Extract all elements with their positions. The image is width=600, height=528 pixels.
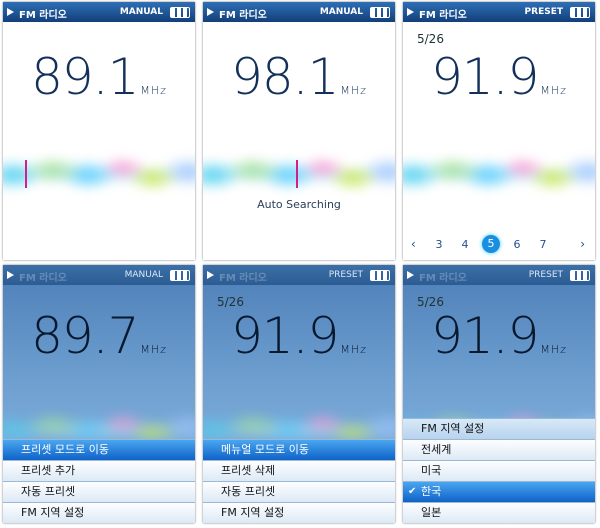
menu-item[interactable]: FM 지역 설정 xyxy=(203,502,395,523)
mode-label: PRESET xyxy=(528,270,563,280)
preset-bar: ‹ › 3 4 5 6 7 xyxy=(403,234,595,256)
frequency: 89.7 MHz xyxy=(3,307,195,365)
preset-counter: 5/26 xyxy=(217,295,244,309)
app-title: FM 라디오 xyxy=(19,10,67,21)
radio-screen: FM 라디오 MANUAL 89.1 MHz xyxy=(3,2,195,260)
menu-item[interactable]: 일본 xyxy=(403,502,595,523)
status-bar: FM 라디오 PRESET xyxy=(203,265,395,285)
battery-icon xyxy=(170,270,190,281)
options-menu: FM 지역 설정 전세계 미국 한국 ✔ 일본 xyxy=(403,418,595,523)
status-bar: FM 라디오 PRESET xyxy=(403,265,595,285)
fm-icon xyxy=(207,8,214,16)
status-bar: FM 라디오 MANUAL xyxy=(3,265,195,285)
app-title: FM 라디오 xyxy=(19,273,67,284)
frequency: 91.9 MHz xyxy=(403,48,595,106)
options-menu: 프리셋 모드로 이동 프리셋 추가 자동 프리셋 FM 지역 설정 xyxy=(3,439,195,523)
menu-item[interactable]: 프리셋 추가 xyxy=(3,460,195,481)
prev-arrow[interactable]: ‹ xyxy=(411,237,416,251)
frequency-unit: MHz xyxy=(540,343,567,356)
fm-icon xyxy=(407,271,414,279)
check-mark: ✔ xyxy=(408,486,417,497)
app-title: FM 라디오 xyxy=(219,10,267,21)
fm-icon xyxy=(7,8,14,16)
app-title: FM 라디오 xyxy=(419,10,467,21)
radio-screen: FM 라디오 MANUAL 98.1 MHz Auto Searching xyxy=(203,2,395,260)
mode-label: MANUAL xyxy=(119,7,163,17)
preset-number[interactable]: 3 xyxy=(435,238,443,251)
frequency-unit: MHz xyxy=(140,343,167,356)
mode-label: MANUAL xyxy=(319,7,363,17)
battery-icon xyxy=(170,7,190,18)
menu-item[interactable]: 전세계 xyxy=(403,439,595,460)
signal-wave xyxy=(403,150,595,200)
tuning-cursor xyxy=(25,160,27,188)
frequency: 98.1 MHz xyxy=(203,48,395,106)
preset-number[interactable]: 5 xyxy=(482,235,500,253)
radio-screen: FM 라디오 PRESET 5/26 91.9 MHz 메뉴얼 모드로 이동 프리셋 삭제 자… xyxy=(203,265,395,523)
preset-number[interactable]: 7 xyxy=(539,238,547,251)
search-status: Auto Searching xyxy=(257,198,341,211)
frequency-value: 91.9 xyxy=(431,307,539,365)
frequency-unit: MHz xyxy=(140,84,167,97)
fm-icon xyxy=(7,271,14,279)
frequency-unit: MHz xyxy=(540,84,567,97)
radio-screen: FM 라디오 PRESET 5/26 91.9 MHz ‹ › 3 4 5 6 7 xyxy=(403,2,595,260)
tuning-cursor xyxy=(296,160,298,188)
radio-screen: FM 라디오 PRESET 5/26 91.9 MHz FM 지역 설정 전세계 미국 한국 ✔ 일… xyxy=(403,265,595,523)
menu-item[interactable]: 자동 프리셋 xyxy=(203,481,395,502)
frequency: 91.9 MHz xyxy=(203,307,395,365)
frequency: 91.9 MHz xyxy=(403,307,595,365)
options-menu: 메뉴얼 모드로 이동 프리셋 삭제 자동 프리셋 FM 지역 설정 xyxy=(203,439,395,523)
preset-counter: 5/26 xyxy=(417,32,444,46)
radio-screen: FM 라디오 MANUAL 89.7 MHz 프리셋 모드로 이동 프리셋 추가 자동 프리… xyxy=(3,265,195,523)
frequency-value: 89.7 xyxy=(31,307,139,365)
battery-icon xyxy=(370,7,390,18)
status-bar: FM 라디오 PRESET xyxy=(403,2,595,22)
signal-wave xyxy=(203,150,395,200)
menu-item[interactable]: 메뉴얼 모드로 이동 xyxy=(203,439,395,460)
menu-heading: FM 지역 설정 xyxy=(403,418,595,439)
status-bar: FM 라디오 MANUAL xyxy=(203,2,395,22)
battery-icon xyxy=(570,270,590,281)
menu-item[interactable]: 프리셋 삭제 xyxy=(203,460,395,481)
preset-counter: 5/26 xyxy=(417,295,444,309)
frequency-value: 91.9 xyxy=(231,307,339,365)
battery-icon xyxy=(370,270,390,281)
frequency-value: 91.9 xyxy=(431,48,539,106)
next-arrow[interactable]: › xyxy=(580,237,585,251)
fm-icon xyxy=(207,271,214,279)
frequency: 89.1 MHz xyxy=(3,48,195,106)
preset-number[interactable]: 4 xyxy=(461,238,469,251)
mode-label: PRESET xyxy=(328,270,363,280)
preset-number[interactable]: 6 xyxy=(513,238,521,251)
status-bar: FM 라디오 MANUAL xyxy=(3,2,195,22)
frequency-unit: MHz xyxy=(340,84,367,97)
app-title: FM 라디오 xyxy=(219,273,267,284)
battery-icon xyxy=(570,7,590,18)
frequency-unit: MHz xyxy=(340,343,367,356)
menu-item[interactable]: 한국 ✔ xyxy=(403,481,595,502)
signal-wave xyxy=(3,150,195,200)
frequency-value: 89.1 xyxy=(31,48,139,106)
menu-item[interactable]: 자동 프리셋 xyxy=(3,481,195,502)
mode-label: MANUAL xyxy=(124,270,163,280)
app-title: FM 라디오 xyxy=(419,273,467,284)
frequency-value: 98.1 xyxy=(231,48,339,106)
mode-label: PRESET xyxy=(524,7,563,17)
menu-item[interactable]: 프리셋 모드로 이동 xyxy=(3,439,195,460)
menu-item[interactable]: FM 지역 설정 xyxy=(3,502,195,523)
fm-icon xyxy=(407,8,414,16)
menu-item[interactable]: 미국 xyxy=(403,460,595,481)
